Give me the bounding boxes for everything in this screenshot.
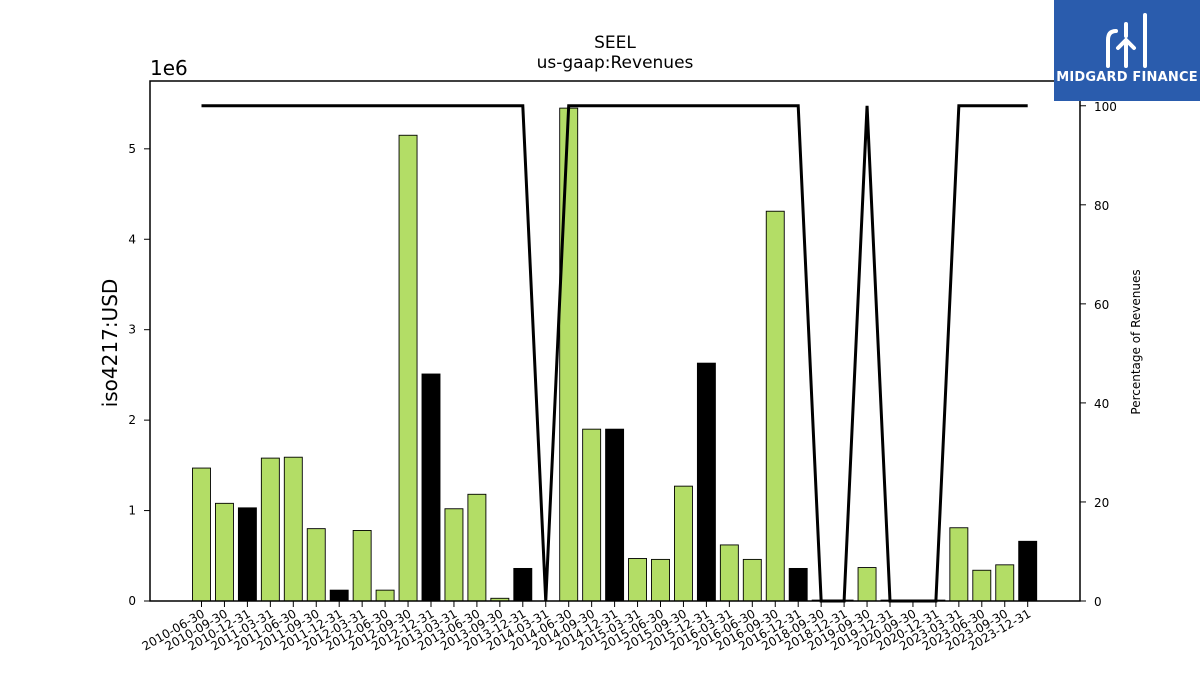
y2-tick-label: 60	[1094, 298, 1109, 312]
bar-2012-03-31	[352, 530, 372, 602]
bar-2015-03-31	[628, 558, 647, 602]
y-tick-label: 2	[128, 413, 136, 427]
bar-2011-09-30	[306, 528, 326, 602]
bar-2014-12-31	[605, 428, 625, 602]
bar-2016-12-31	[788, 567, 808, 602]
y2-axis-label: Percentage of Revenues	[1129, 269, 1143, 414]
y2-tick-label: 100	[1094, 100, 1117, 114]
brand-logo: MIDGARD FINANCE	[1054, 0, 1200, 101]
bar-2012-06-30	[375, 589, 395, 602]
bar-2011-03-31	[260, 457, 280, 602]
bar-2023-03-31	[949, 527, 969, 602]
bar-2015-06-30	[651, 558, 670, 602]
bar-2016-03-31	[719, 544, 739, 602]
chart-title: SEEL	[594, 33, 636, 53]
bar-2013-12-31	[513, 567, 533, 602]
y-axis-label: iso4217:USD	[98, 279, 122, 408]
bar-2011-06-30	[283, 456, 303, 602]
y2-tick-label: 0	[1094, 595, 1102, 609]
chart-subtitle: us-gaap:Revenues	[537, 53, 694, 73]
y-tick-label: 1	[128, 504, 136, 518]
x-axis-ticks: 2010-06-302010-09-302010-12-312011-03-31…	[140, 601, 1033, 653]
midgard-logo-icon	[1106, 13, 1147, 68]
bar-2023-12-31	[1018, 540, 1038, 602]
y-axis-ticks: 0 1 2 3 4 5	[128, 142, 150, 608]
bar-2014-06-30	[559, 107, 579, 602]
bar-2010-09-30	[214, 502, 234, 602]
bar-2015-09-30	[674, 485, 693, 602]
brand-name: MIDGARD FINANCE	[1056, 70, 1198, 85]
bar-2013-06-30	[467, 493, 487, 602]
y-offset-label: 1e6	[150, 56, 188, 80]
y-tick-label: 0	[128, 594, 136, 608]
bar-2012-09-30	[398, 134, 418, 602]
y-tick-label: 3	[128, 323, 136, 337]
bar-2014-09-30	[582, 428, 602, 602]
bar-2023-09-30	[995, 564, 1015, 602]
bar-2012-12-31	[421, 373, 441, 602]
y2-tick-label: 40	[1094, 397, 1109, 411]
y-tick-label: 5	[128, 142, 136, 156]
bar-2023-06-30	[972, 569, 992, 602]
bar-2011-12-31	[329, 589, 349, 602]
bar-2010-12-31	[237, 507, 257, 602]
bar-2010-06-30	[192, 467, 211, 602]
bars-group	[192, 107, 1038, 602]
y2-tick-label: 80	[1094, 199, 1109, 213]
bar-2019-09-30	[857, 567, 877, 602]
y2-tick-label: 20	[1094, 496, 1109, 510]
bar-2016-06-30	[742, 558, 762, 602]
bar-2015-12-31	[696, 362, 716, 602]
bar-2016-09-30	[765, 210, 785, 602]
bar-2013-03-31	[444, 508, 464, 602]
y-tick-label: 4	[128, 232, 136, 246]
y2-axis-ticks: 0 20 40 60 80 100	[1080, 100, 1117, 609]
